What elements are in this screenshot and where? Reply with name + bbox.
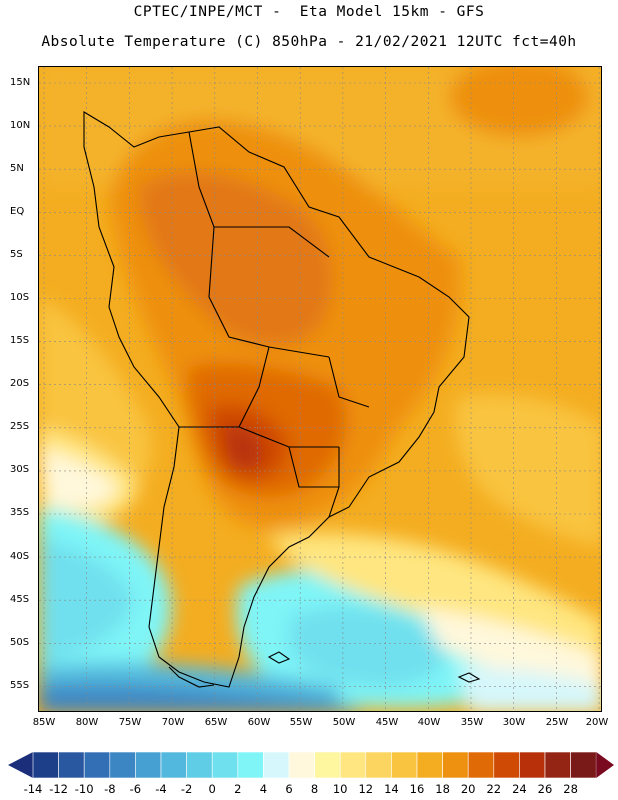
colorbar-label: -12 bbox=[49, 782, 68, 796]
colorbar-label: 22 bbox=[486, 782, 502, 796]
lat-tick-label: 55S bbox=[10, 680, 30, 691]
lat-tick-label: 15S bbox=[10, 335, 30, 346]
colorbar-label: 14 bbox=[384, 782, 399, 796]
colorbar-label: 12 bbox=[358, 782, 374, 796]
colorbar-swatch bbox=[391, 751, 418, 779]
lon-tick-label: 50W bbox=[332, 717, 356, 728]
colorbar-label: 10 bbox=[332, 782, 348, 796]
colorbar-swatch bbox=[58, 751, 85, 779]
map-subtitle: Absolute Temperature (C) 850hPa - 21/02/… bbox=[41, 34, 577, 50]
colorbar-label: -6 bbox=[129, 782, 142, 796]
lat-tick-label: 35S bbox=[10, 507, 30, 518]
colorbar-swatch bbox=[544, 751, 571, 779]
temperature-map bbox=[38, 66, 602, 712]
colorbar-swatch bbox=[186, 751, 213, 779]
continent-outline bbox=[83, 111, 481, 688]
colorbar-swatch bbox=[237, 751, 264, 779]
colorbar-overflow-arrow bbox=[596, 752, 614, 778]
lon-tick-label: 20W bbox=[585, 717, 609, 728]
lat-tick-label: 5N bbox=[10, 163, 24, 174]
colorbar-label: -14 bbox=[23, 782, 43, 796]
colorbar-swatch bbox=[83, 751, 111, 779]
colorbar-label: 0 bbox=[208, 782, 216, 796]
lat-tick-label: 25S bbox=[10, 421, 30, 432]
colorbar-label: 4 bbox=[259, 782, 268, 796]
colorbar-swatch bbox=[263, 751, 290, 779]
lon-tick-label: 80W bbox=[75, 717, 99, 728]
colorbar-label: 18 bbox=[435, 782, 450, 796]
temperature-shading bbox=[39, 67, 601, 711]
colorbar-label: 6 bbox=[285, 782, 293, 796]
lon-tick-label: 85W bbox=[32, 717, 56, 728]
colorbar-swatch bbox=[288, 751, 315, 779]
lat-tick-label: EQ bbox=[10, 206, 25, 217]
colorbar-swatch bbox=[314, 751, 341, 779]
colorbar-swatch bbox=[570, 751, 597, 779]
colorbar-swatch bbox=[493, 751, 520, 779]
lon-tick-label: 75W bbox=[118, 717, 142, 728]
lon-tick-label: 25W bbox=[545, 717, 569, 728]
lat-tick-label: 20S bbox=[10, 378, 30, 389]
colorbar-swatch bbox=[160, 751, 187, 779]
temperature-field bbox=[39, 67, 601, 711]
lon-tick-label: 35W bbox=[460, 717, 484, 728]
colorbar-label: -2 bbox=[180, 782, 193, 796]
colorbar-label: 8 bbox=[310, 782, 319, 796]
colorbar-label: 2 bbox=[234, 782, 242, 796]
lon-tick-label: 55W bbox=[289, 717, 313, 728]
lat-tick-label: 40S bbox=[10, 551, 30, 562]
colorbar-label: 28 bbox=[563, 782, 578, 796]
colorbar bbox=[8, 751, 614, 779]
lat-tick-label: 10S bbox=[10, 292, 30, 303]
colorbar-swatch bbox=[211, 751, 239, 779]
colorbar-label: 16 bbox=[409, 782, 425, 796]
lat-tick-label: 30S bbox=[10, 464, 30, 475]
lat-tick-label: 50S bbox=[10, 637, 30, 648]
colorbar-swatch bbox=[416, 751, 443, 779]
lon-tick-label: 60W bbox=[247, 717, 271, 728]
lon-tick-label: 30W bbox=[502, 717, 526, 728]
colorbar-swatch bbox=[339, 751, 367, 779]
colorbar-label: 26 bbox=[537, 782, 553, 796]
colorbar-swatch bbox=[135, 751, 162, 779]
colorbar-label: 24 bbox=[512, 782, 527, 796]
colorbar-swatch bbox=[365, 751, 392, 779]
colorbar-swatch bbox=[32, 751, 59, 779]
lat-tick-label: 15N bbox=[10, 77, 31, 88]
lat-tick-label: 45S bbox=[10, 594, 30, 605]
lon-tick-label: 70W bbox=[161, 717, 185, 728]
colorbar-swatch bbox=[442, 751, 469, 779]
colorbar-label: -8 bbox=[104, 782, 116, 796]
colorbar-label: -4 bbox=[155, 782, 167, 796]
colorbar-label: 20 bbox=[460, 782, 476, 796]
colorbar-swatch bbox=[467, 751, 495, 779]
lon-tick-label: 40W bbox=[417, 717, 441, 728]
lat-tick-label: 5S bbox=[10, 249, 23, 260]
colorbar-swatch bbox=[519, 751, 546, 779]
colorbar-label: -10 bbox=[74, 782, 94, 796]
map-gridlines bbox=[39, 67, 601, 711]
map-title: CPTEC/INPE/MCT - Eta Model 15km - GFS bbox=[133, 4, 485, 20]
lon-tick-label: 45W bbox=[375, 717, 399, 728]
colorbar-swatch bbox=[109, 751, 136, 779]
lon-tick-label: 65W bbox=[204, 717, 228, 728]
colorbar-underflow-arrow bbox=[8, 752, 33, 778]
lat-tick-label: 10N bbox=[10, 120, 31, 131]
